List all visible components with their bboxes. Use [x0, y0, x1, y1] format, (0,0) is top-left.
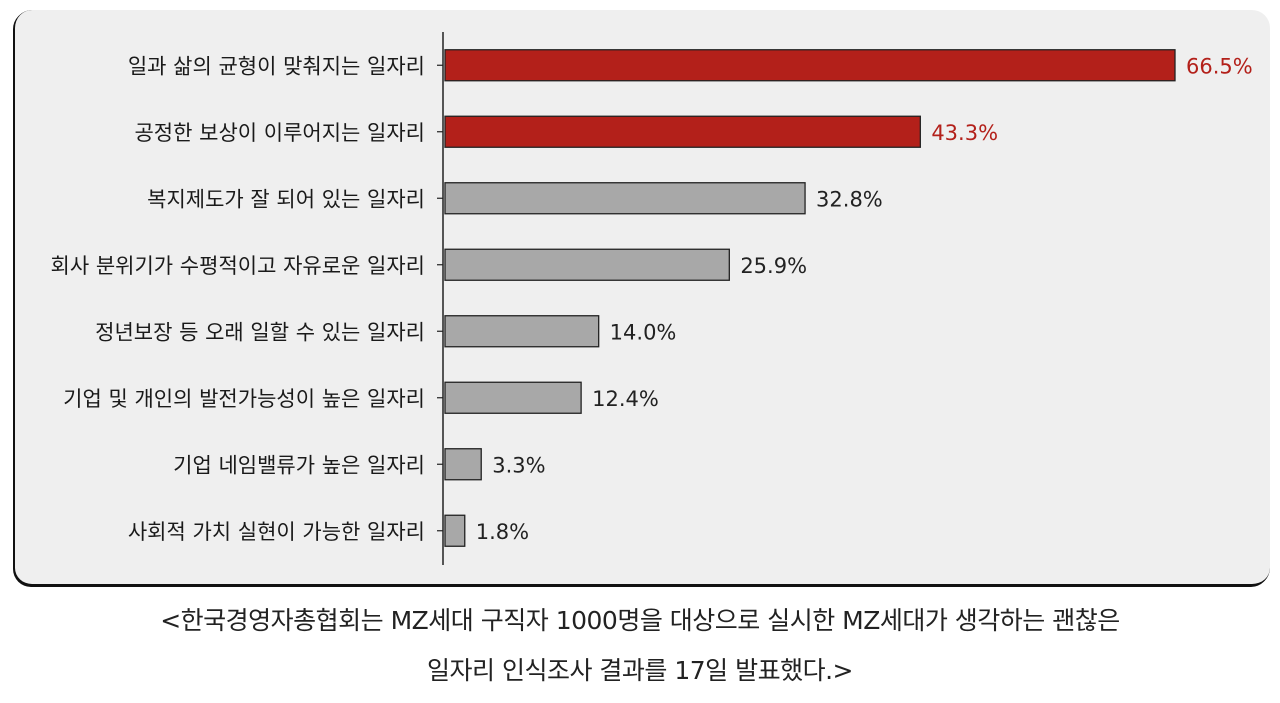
value-label: 1.8% [476, 520, 529, 544]
caption: <한국경영자총협회는 MZ세대 구직자 1000명을 대상으로 실시한 MZ세대… [0, 596, 1280, 696]
bar [444, 315, 600, 348]
bar [444, 115, 921, 148]
category-label: 정년보장 등 오래 일할 수 있는 일자리 [95, 320, 425, 344]
value-label: 66.5% [1186, 54, 1253, 78]
category-label: 사회적 가치 실현이 가능한 일자리 [128, 520, 425, 544]
value-label: 25.9% [740, 254, 807, 278]
bar [444, 448, 482, 481]
bar [444, 248, 730, 281]
bar [444, 381, 582, 414]
category-label: 일과 삶의 균형이 맞춰지는 일자리 [128, 54, 425, 78]
value-label: 3.3% [492, 453, 545, 477]
value-label: 43.3% [931, 121, 998, 145]
category-label: 회사 분위기가 수평적이고 자유로운 일자리 [51, 254, 425, 278]
bar-chart: 일과 삶의 균형이 맞춰지는 일자리 66.5% 공정한 보상이 이루어지는 일자리… [51, 32, 1253, 565]
category-label: 공정한 보상이 이루어지는 일자리 [134, 121, 425, 145]
caption-line-2: 일자리 인식조사 결과를 17일 발표했다.> [427, 656, 854, 685]
caption-line-1: <한국경영자총협회는 MZ세대 구직자 1000명을 대상으로 실시한 MZ세대… [160, 606, 1120, 635]
chart-panel: 일과 삶의 균형이 맞춰지는 일자리 66.5% 공정한 보상이 이루어지는 일자리… [14, 10, 1270, 586]
category-label: 복지제도가 잘 되어 있는 일자리 [147, 187, 425, 211]
bar [444, 514, 466, 547]
value-label: 32.8% [816, 187, 883, 211]
value-label: 12.4% [592, 387, 659, 411]
bar [444, 182, 806, 215]
value-label: 14.0% [610, 320, 677, 344]
bar [444, 49, 1176, 82]
category-label: 기업 및 개인의 발전가능성이 높은 일자리 [63, 387, 425, 411]
category-label: 기업 네임밸류가 높은 일자리 [173, 453, 425, 477]
